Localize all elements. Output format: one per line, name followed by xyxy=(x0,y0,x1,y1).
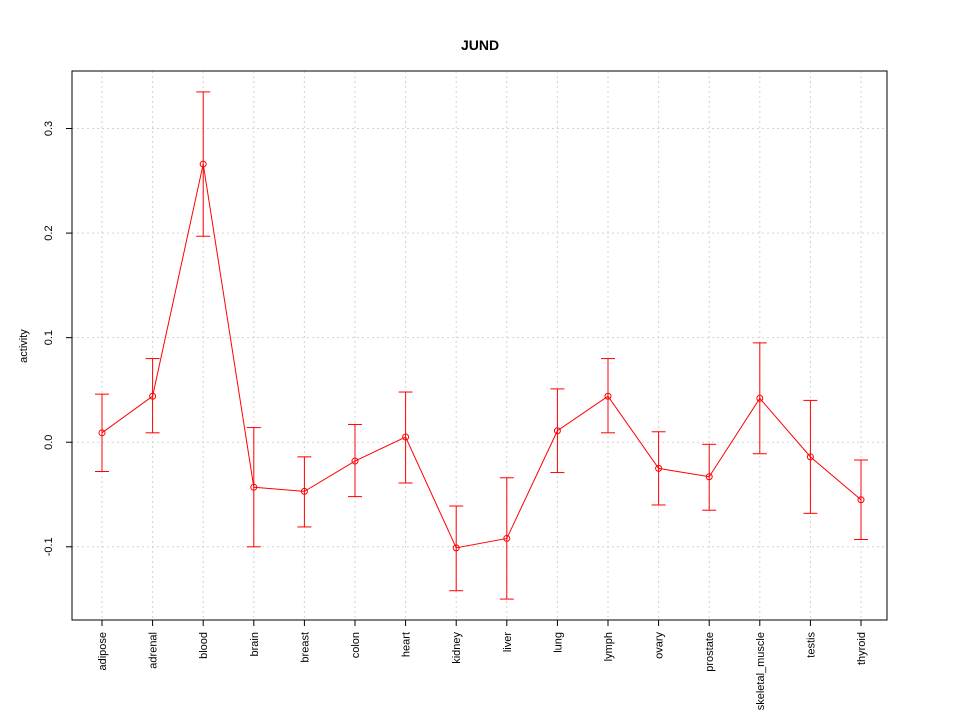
data-point-lung xyxy=(553,427,561,435)
x-tick-label-colon: colon xyxy=(350,632,362,658)
plot-frame xyxy=(71,70,888,621)
data-point-prostate xyxy=(705,473,713,481)
x-tick-label-skeletal_muscle: skeletal_muscle xyxy=(755,632,767,710)
error-bar-colon xyxy=(348,423,362,498)
data-point-lymph xyxy=(604,392,612,400)
error-bar-kidney xyxy=(449,505,464,592)
x-tick-label-adrenal: adrenal xyxy=(148,632,160,669)
x-tick-label-adipose: adipose xyxy=(97,632,109,671)
data-point-testis xyxy=(806,453,814,461)
y-axis-label: activity xyxy=(18,329,30,363)
data-point-kidney xyxy=(452,544,460,552)
x-tick-label-blood: blood xyxy=(198,632,210,659)
error-bar-blood xyxy=(196,91,211,237)
y-tick-label-2: 0.1 xyxy=(43,330,55,345)
error-bar-heart xyxy=(398,391,413,484)
error-bar-skeletal_muscle xyxy=(752,342,767,455)
x-tick-label-breast: breast xyxy=(299,632,311,663)
error-bar-lung xyxy=(550,388,565,474)
error-bar-breast xyxy=(297,456,312,528)
x-tick-label-lymph: lymph xyxy=(603,632,615,661)
x-tick-label-prostate: prostate xyxy=(704,632,716,672)
x-tick-label-heart: heart xyxy=(401,632,413,657)
x-tick-label-testis: testis xyxy=(805,632,817,658)
data-point-blood xyxy=(199,160,207,168)
x-tick-label-thyroid: thyroid xyxy=(856,632,868,665)
y-tick-label-0: -0.1 xyxy=(43,537,55,556)
data-point-liver xyxy=(503,534,511,542)
data-layer xyxy=(95,91,868,600)
error-bar-brain xyxy=(246,427,261,548)
data-point-adrenal xyxy=(149,392,157,400)
error-bar-liver xyxy=(499,477,514,600)
x-tick-label-ovary: ovary xyxy=(654,632,666,659)
error-bar-prostate xyxy=(702,443,717,511)
chart-title: JUND xyxy=(461,37,499,53)
y-tick-label-4: 0.3 xyxy=(43,121,55,136)
error-bar-adipose xyxy=(95,393,109,473)
data-point-skeletal_muscle xyxy=(756,394,764,402)
series-line xyxy=(101,163,862,549)
data-point-adipose xyxy=(98,429,106,437)
x-tick-label-liver: liver xyxy=(502,632,514,653)
data-point-colon xyxy=(351,457,359,465)
error-bar-thyroid xyxy=(854,459,868,540)
error-bar-lymph xyxy=(601,358,615,434)
data-point-thyroid xyxy=(857,496,865,504)
error-bar-adrenal xyxy=(145,358,160,434)
x-tick-label-lung: lung xyxy=(552,632,564,653)
grid-layer xyxy=(72,71,887,620)
y-tick-label-3: 0.2 xyxy=(43,225,55,240)
error-bar-testis xyxy=(803,399,818,514)
x-tick-label-brain: brain xyxy=(249,632,261,656)
x-tick-label-kidney: kidney xyxy=(451,632,463,664)
y-tick-label-1: 0.0 xyxy=(43,435,55,450)
data-point-ovary xyxy=(655,464,663,472)
error-bar-ovary xyxy=(651,431,666,506)
data-point-brain xyxy=(250,483,258,491)
data-point-heart xyxy=(402,433,410,441)
data-point-breast xyxy=(300,487,308,495)
axis-layer: -0.1 0.0 0.1 0.2 0.3 adipose adrenal blood brain… xyxy=(43,121,868,710)
